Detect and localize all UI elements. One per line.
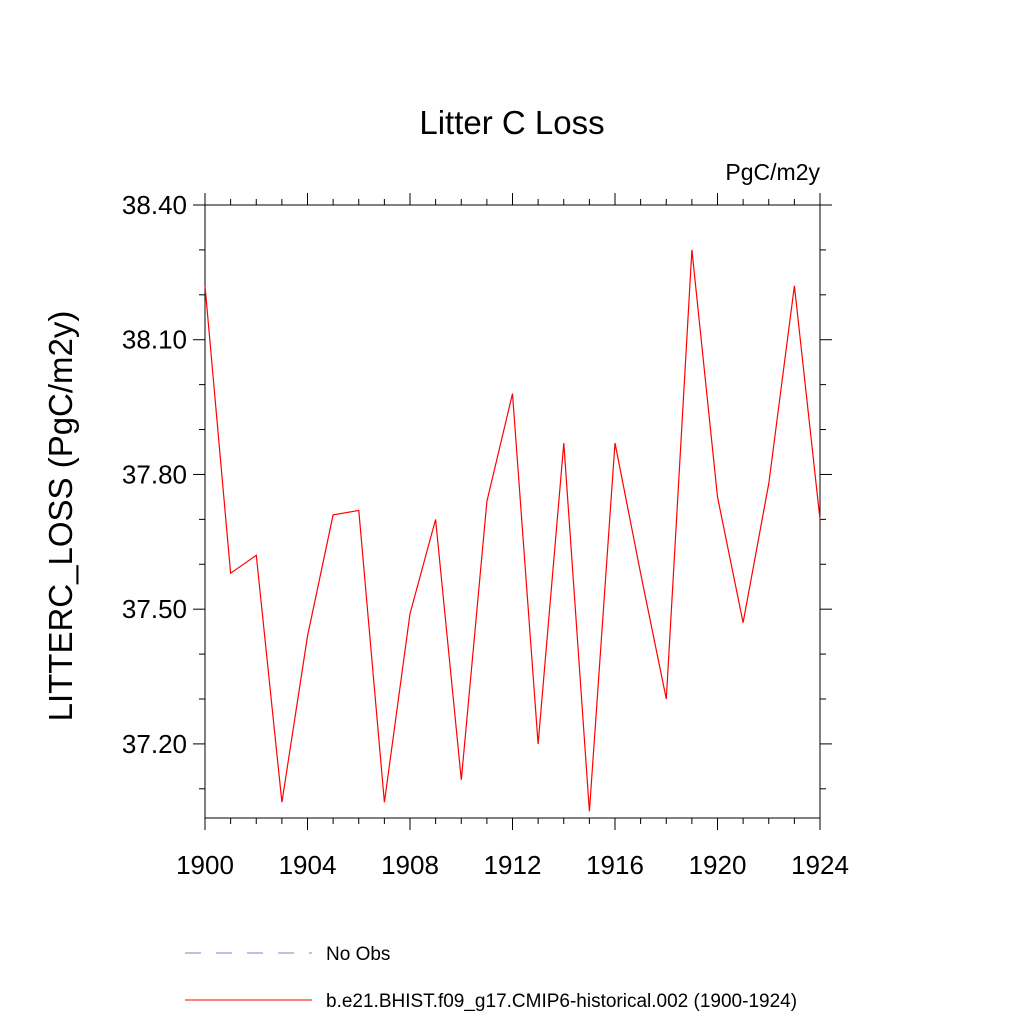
chart-title: Litter C Loss [419,104,604,141]
legend-label: No Obs [326,944,390,965]
x-tick-label: 1916 [586,850,644,880]
y-tick-label: 37.50 [122,594,187,624]
x-tick-label: 1920 [689,850,747,880]
plot-frame [204,204,821,819]
series-layer [204,249,821,812]
units-label: PgC/m2y [725,159,820,185]
x-tick-label: 1912 [484,850,542,880]
y-tick-label: 38.10 [122,325,187,355]
x-tick-label: 1924 [791,850,849,880]
y-tick-label: 37.20 [122,729,187,759]
y-tick-label: 37.80 [122,459,187,489]
x-tick-label: 1908 [381,850,439,880]
legend-label: b.e21.BHIST.f09_g17.CMIP6-historical.002… [326,991,797,1012]
x-tick-label: 1904 [279,850,337,880]
x-tick-label: 1900 [176,850,234,880]
axis-ticks: 1900 1904 1908 1912 1916 1920 1924 37.20 37.50 37… [122,190,849,880]
y-tick-label: 38.40 [122,190,187,220]
y-axis-label: LITTERC_LOSS (PgC/m2y) [42,311,79,722]
series-line-0 [204,249,821,812]
legend: No Obs b.e21.BHIST.f09_g17.CMIP6-historic… [185,944,797,1012]
